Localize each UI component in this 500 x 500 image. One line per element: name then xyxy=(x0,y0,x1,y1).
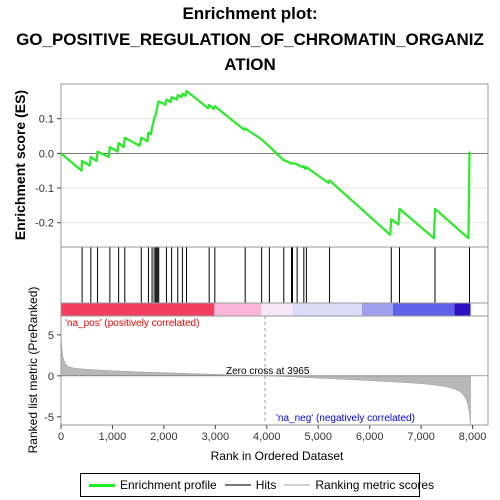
xtick-label-5: 5,000 xyxy=(304,431,332,443)
es-ytick-label-2: 0.0 xyxy=(39,148,54,160)
es-ytick-label-1: -0.1 xyxy=(35,183,54,195)
chart-title-line-2: GO_POSITIVE_REGULATION_OF_CHROMATIN_ORGA… xyxy=(16,30,484,49)
xtick-label-2: 2,000 xyxy=(150,431,178,443)
xtick-label-6: 6,000 xyxy=(356,431,384,443)
xtick-label-4: 4,000 xyxy=(253,431,281,443)
enrichment-score-panel xyxy=(60,89,488,240)
metric-ytick-label-2: 5 xyxy=(48,330,54,342)
legend-label-profile: Enrichment profile xyxy=(120,478,217,492)
ranking-bar-segment-5 xyxy=(392,303,455,316)
metric-axis-label: Ranked list metric (PreRanked) xyxy=(26,287,40,454)
metric-ytick-label-0: -5 xyxy=(44,412,54,424)
legend-label-ranking: Ranking metric scores xyxy=(315,478,435,492)
legend-item-hits: Hits xyxy=(224,478,277,492)
xtick-label-1: 1,000 xyxy=(99,431,127,443)
hits-panel xyxy=(81,247,470,303)
legend-swatch-profile xyxy=(89,483,115,487)
legend-item-profile: Enrichment profile xyxy=(89,478,217,492)
xtick-label-7: 7,000 xyxy=(407,431,435,443)
legend: Enrichment profile Hits Ranking metric s… xyxy=(80,473,434,497)
es-ytick-label-3: 0.1 xyxy=(39,114,54,126)
ranking-bar-segment-1 xyxy=(214,303,262,316)
ranking-bar-segment-4 xyxy=(361,303,393,316)
legend-label-hits: Hits xyxy=(255,478,277,492)
chart-title-line-3: ATION xyxy=(224,55,276,74)
panel-frames xyxy=(60,83,489,426)
negative-correlation-label: 'na_neg' (negatively correlated) xyxy=(276,413,415,424)
metric-ytick-label-1: 0 xyxy=(48,371,54,383)
ranking-bar-segment-6 xyxy=(454,303,471,316)
xtick-label-3: 3,000 xyxy=(202,431,230,443)
zero-cross-label: Zero cross at 3965 xyxy=(226,366,310,377)
metric-panel-frame xyxy=(60,315,489,426)
ranking-metric-area xyxy=(60,334,471,426)
enrichment-profile-line xyxy=(60,89,471,240)
xtick-label-8: 8,000 xyxy=(459,431,487,443)
axes: -0.2 -0.1 0.0 0.1 -5 0 5 0 1,000 2,000 3,000 4,000 5… xyxy=(35,114,486,443)
legend-item-ranking: Ranking metric scores xyxy=(284,478,434,492)
legend-swatch-hits xyxy=(224,484,251,486)
es-ytick-label-0: -0.2 xyxy=(35,218,54,230)
ranked-metric-panel xyxy=(60,316,488,426)
ranking-bar-segment-3 xyxy=(292,303,362,316)
ranking-bar-segment-0 xyxy=(61,303,215,316)
positive-correlation-label: 'na_pos' (positively correlated) xyxy=(65,318,199,329)
xtick-label-0: 0 xyxy=(58,431,64,443)
ranking-bar-segment-2 xyxy=(261,303,293,316)
rank-axis-label: Rank in Ordered Dataset xyxy=(211,449,344,463)
es-axis-label: Enrichment score (ES) xyxy=(12,90,28,240)
ranking-color-bar xyxy=(61,303,471,316)
chart-title-line-1: Enrichment plot: xyxy=(182,4,318,23)
legend-swatch-ranking xyxy=(284,484,311,486)
